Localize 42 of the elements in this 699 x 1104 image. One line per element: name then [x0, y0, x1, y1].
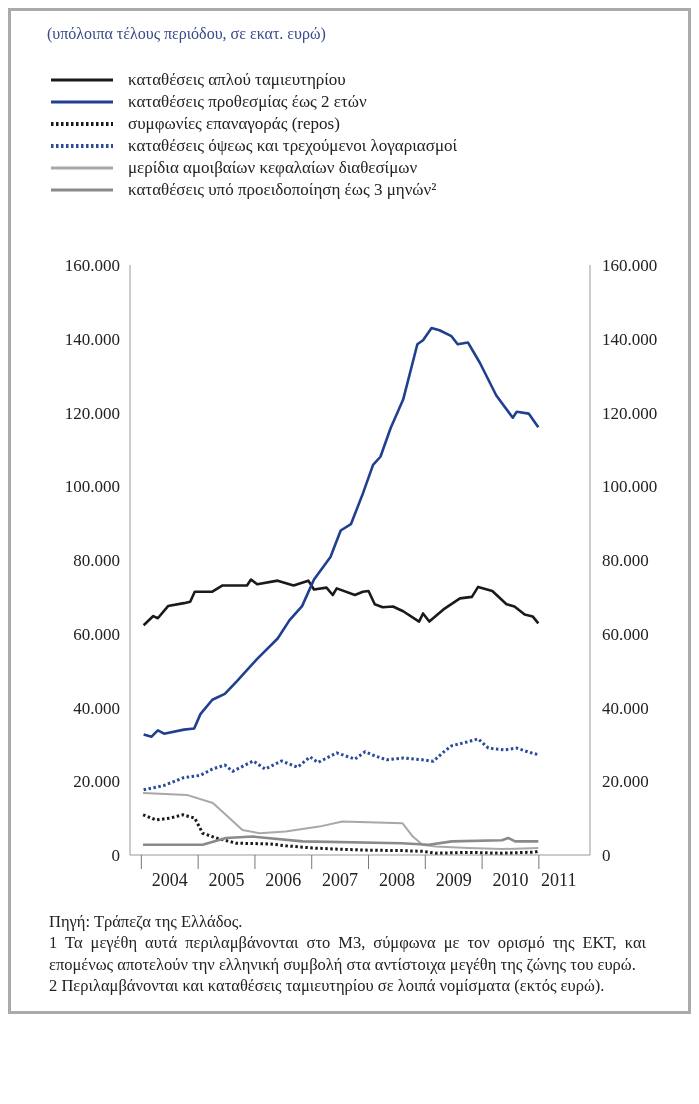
y2-tick-label: 120.000: [602, 403, 658, 423]
x-tick-label: 2008: [378, 870, 415, 890]
y-tick-label: 60.000: [73, 624, 120, 644]
line-series: [141, 813, 540, 855]
y-tick-label: 80.000: [73, 551, 120, 570]
line-series: [142, 737, 540, 792]
line-series: [142, 578, 540, 627]
text: 1 Τα μεγέθη αυτά περιλαμβάνονται στο Μ3, σύμφωνα με τον ορισμό της ΕΚΤ, και επομένως αποτελούν την ελληνική συμβολή στα αντίστοιχα μεγέθη της ζώνης του ευρώ.: [49, 932, 646, 976]
y2-tick-label: 160.000: [602, 256, 658, 275]
x-tick-label: 2004: [151, 870, 188, 890]
y-tick-label: 140.000: [64, 329, 120, 349]
y-tick-label: 120.000: [64, 403, 120, 423]
y2-tick-label: 20.000: [602, 772, 649, 792]
text: Πηγή: Τράπεζα της Ελλάδος.: [49, 911, 244, 933]
legend-label: συμφωνίες επαναγοράς (repos): [128, 114, 340, 133]
y-tick-label: 20.000: [73, 772, 120, 792]
y2-tick-label: 60.000: [602, 624, 649, 644]
legend-label: καταθέσεις όψεως και τρεχούμενοι λογαριασμοί: [128, 136, 458, 155]
y-tick-label: 40.000: [73, 698, 120, 718]
x-tick-label: 2010: [492, 870, 529, 890]
line-series: [142, 792, 540, 851]
line-series: [141, 835, 540, 846]
y2-tick-label: 140.000: [602, 329, 658, 349]
x-tick-label: 2005: [208, 870, 245, 890]
legend-label: καταθέσεις προθεσμίας έως 2 ετών: [128, 92, 368, 111]
x-tick-label: 2011: [541, 870, 577, 890]
legend-label: καταθέσεις υπό προειδοποίηση έως 3 μηνών²: [128, 180, 437, 199]
text: 2 Περιλαμβάνονται και καταθέσεις ταμιευτηρίου σε λοιπά νομίσματα (εκτός ευρώ).: [49, 975, 606, 997]
y2-tick-label: 100.000: [602, 477, 658, 497]
y-tick-label: 160.000: [64, 256, 120, 275]
y2-tick-label: 0: [602, 846, 611, 865]
line-series: [142, 326, 540, 738]
y-tick-label: 100.000: [64, 477, 120, 497]
x-tick-label: 2006: [265, 870, 302, 890]
x-tick-label: 2007: [322, 870, 359, 890]
chart-title: (υπόλοιπα τέλους περιόδου, σε εκατ. ευρώ): [47, 25, 326, 43]
y2-tick-label: 40.000: [602, 698, 649, 718]
x-tick-label: 2009: [435, 870, 472, 890]
legend-label: μερίδια αμοιβαίων κεφαλαίων διαθεσίμων: [128, 158, 418, 177]
legend-label: καταθέσεις απλού ταμιευτηρίου: [128, 70, 346, 89]
y-tick-label: 0: [111, 846, 120, 865]
y2-tick-label: 80.000: [602, 551, 649, 570]
